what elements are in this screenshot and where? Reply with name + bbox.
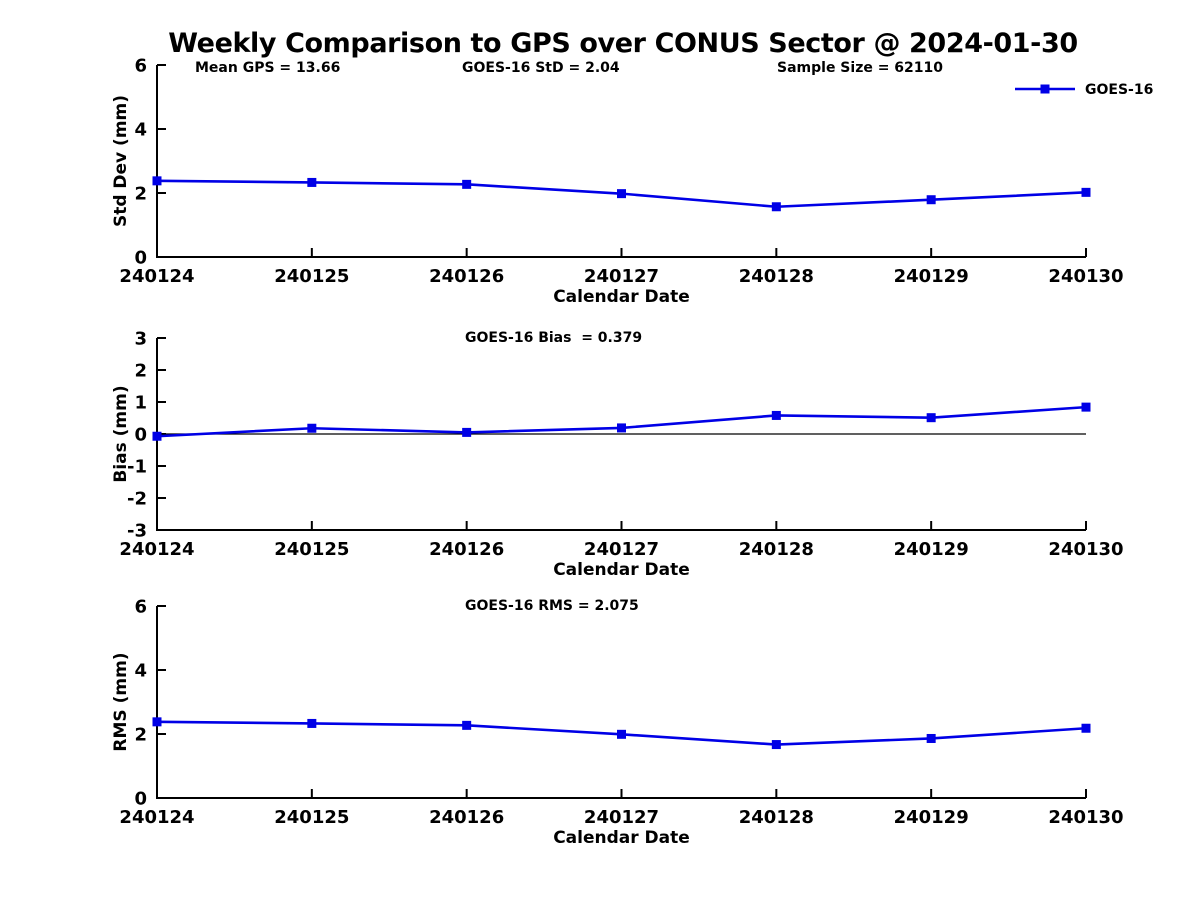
x-tick-label: 240129 (894, 539, 969, 560)
y-tick-label: -2 (127, 489, 147, 510)
annotation-sample-size: Sample Size = 62110 (777, 60, 943, 76)
annotation-goes16-rms: GOES-16 RMS = 2.075 (465, 598, 639, 614)
x-axis-label: Calendar Date (553, 828, 690, 848)
y-tick-label: 3 (134, 329, 147, 350)
y-tick-label: 4 (134, 120, 147, 141)
data-point-marker (926, 195, 936, 205)
annotation-goes16-std: GOES-16 StD = 2.04 (462, 60, 620, 76)
y-tick-label: 2 (134, 184, 147, 205)
data-point-marker (926, 413, 936, 423)
x-tick-label: 240125 (274, 539, 349, 560)
x-tick-label: 240127 (584, 266, 659, 287)
y-tick-label: 2 (134, 725, 147, 746)
data-point-marker (307, 718, 317, 728)
y-tick-label: 0 (134, 789, 147, 810)
data-point-marker (771, 202, 781, 212)
y-axis-label: RMS (mm) (111, 652, 131, 751)
x-tick-label: 240124 (119, 266, 194, 287)
data-point-marker (617, 189, 626, 199)
x-tick-label: 240124 (119, 539, 194, 560)
y-axis-label: Bias (mm) (111, 385, 131, 482)
annotation-mean-gps: Mean GPS = 13.66 (195, 60, 340, 76)
x-tick-label: 240130 (1048, 266, 1123, 287)
legend-label: GOES-16 (1085, 82, 1153, 98)
x-tick-label: 240129 (894, 807, 969, 828)
x-tick-label: 240130 (1048, 807, 1123, 828)
x-tick-label: 240128 (739, 807, 814, 828)
x-tick-label: 240130 (1048, 539, 1123, 560)
y-tick-label: 4 (134, 661, 147, 682)
annotation-goes16-bias: GOES-16 Bias = 0.379 (465, 330, 642, 346)
data-point-marker (926, 733, 936, 743)
data-point-marker (307, 423, 317, 433)
x-tick-label: 240128 (739, 266, 814, 287)
y-tick-label: -3 (127, 521, 147, 542)
data-point-marker (617, 729, 626, 739)
y-tick-label: -1 (127, 457, 147, 478)
data-point-marker (152, 431, 162, 441)
x-tick-label: 240126 (429, 266, 504, 287)
x-tick-label: 240129 (894, 266, 969, 287)
y-tick-label: 6 (134, 597, 147, 618)
x-tick-label: 240127 (584, 539, 659, 560)
x-tick-label: 240125 (274, 266, 349, 287)
data-point-marker (1081, 402, 1091, 412)
data-point-marker (462, 720, 472, 730)
data-point-marker (462, 427, 472, 437)
x-tick-label: 240124 (119, 807, 194, 828)
y-axis-label: Std Dev (mm) (111, 95, 131, 227)
data-point-marker (152, 717, 162, 727)
data-point-marker (152, 176, 162, 186)
data-point-marker (771, 740, 781, 750)
panel-rms: 0 2 4 6 240124 240125 240126 240127 240128 240129… (111, 597, 1124, 849)
data-point-marker (1081, 187, 1091, 197)
x-tick-label: 240126 (429, 807, 504, 828)
x-tick-label: 240128 (739, 539, 814, 560)
x-tick-label: 240127 (584, 807, 659, 828)
data-point-marker (307, 177, 317, 187)
y-tick-label: 6 (134, 56, 147, 77)
x-tick-label: 240125 (274, 807, 349, 828)
y-tick-label: 0 (134, 425, 147, 446)
panel-std-dev: 0 2 4 6 240124 240125 240126 240127 240128 240129… (111, 56, 1124, 308)
data-point-marker (1081, 723, 1091, 733)
y-tick-label: 2 (134, 361, 147, 382)
x-axis-label: Calendar Date (553, 560, 690, 580)
x-tick-label: 240126 (429, 539, 504, 560)
data-point-marker (617, 423, 626, 433)
figure-title: Weekly Comparison to GPS over CONUS Sect… (168, 28, 1078, 59)
data-point-marker (771, 410, 781, 420)
x-axis-label: Calendar Date (553, 287, 690, 307)
data-point-marker (462, 179, 472, 189)
y-tick-label: 1 (134, 393, 147, 414)
y-tick-label: 0 (134, 248, 147, 269)
legend-marker-icon (1040, 84, 1050, 94)
legend: GOES-16 (1015, 82, 1153, 98)
